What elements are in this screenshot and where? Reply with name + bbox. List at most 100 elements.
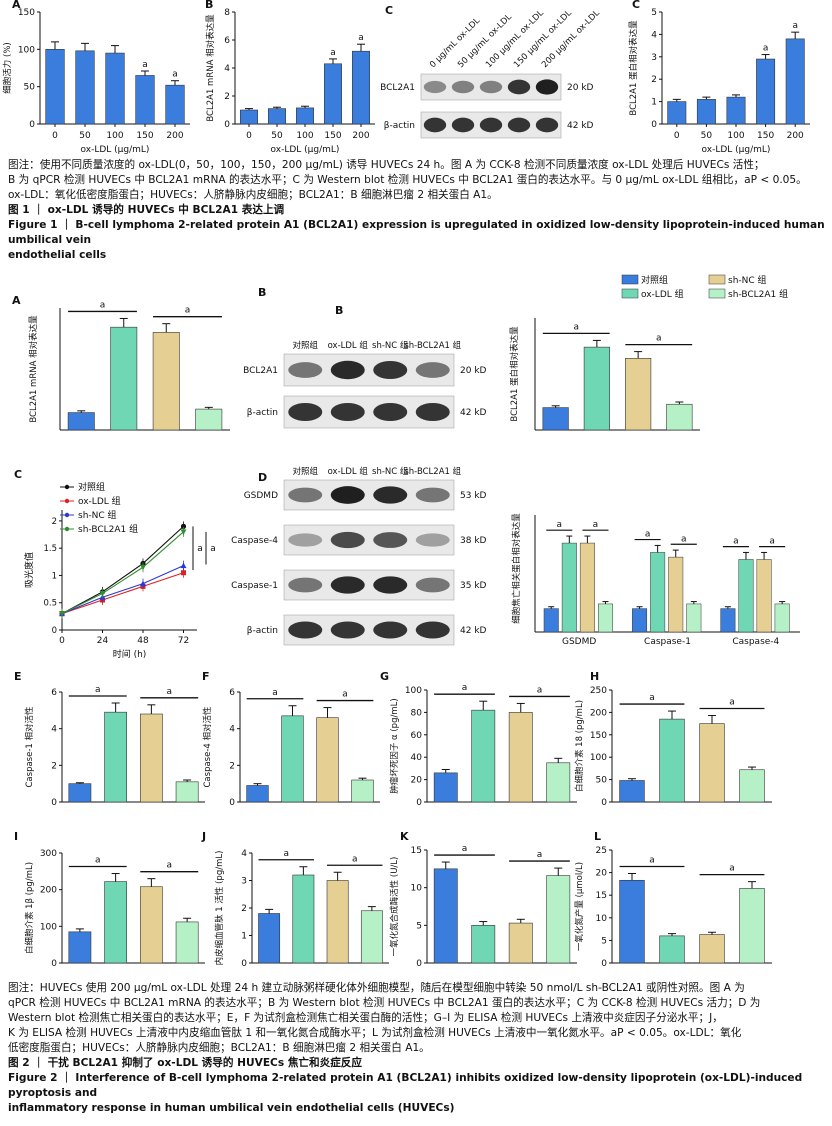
x-tick-label: 0 <box>59 636 65 646</box>
y-tick-label: 300 <box>40 849 57 859</box>
sig-mark: a <box>733 537 739 547</box>
bar <box>659 718 685 803</box>
blot-band <box>415 402 450 422</box>
bar <box>68 783 92 803</box>
x-tick-label: 150 <box>136 131 153 141</box>
bar <box>508 712 533 803</box>
blot-band <box>479 117 503 133</box>
y-tick-label: 5 <box>651 8 657 18</box>
panel-A: 0 50 100 150 0 50 100 150 a 200 a 细胞活力 (%) ox-LDL (μ… <box>2 0 190 155</box>
x-tick-label: GSDMD <box>562 637 596 647</box>
blot-row-label: Caspase-1 <box>231 581 278 591</box>
bar <box>296 107 314 125</box>
figure2-note: 图注：HUVECs 使用 200 μg/mL ox-LDL 处理 24 h 建立… <box>8 981 828 1116</box>
y-tick-label: 4 <box>51 725 57 735</box>
panel-: 0 2 4 6 a a Caspase-4 相对活性 <box>202 688 380 808</box>
sig-mark: a <box>573 322 579 332</box>
sig-mark: a <box>537 850 543 860</box>
y-tick-label: 0 <box>601 798 607 808</box>
sig-mark: a <box>593 520 599 530</box>
blot-band <box>415 362 450 378</box>
y-tick-label: 2 <box>51 761 57 771</box>
data-point <box>180 529 187 535</box>
legend-label: 对照组 <box>78 481 105 493</box>
sig-mark: a <box>166 687 172 697</box>
blot-row-label: BCL2A1 <box>380 83 415 93</box>
legend-marker <box>64 512 70 518</box>
series-line <box>61 565 184 615</box>
blot-band <box>479 80 503 94</box>
legend-swatch <box>708 274 726 285</box>
blot-band <box>373 532 408 548</box>
sig-mark: a <box>283 849 289 859</box>
bar <box>659 935 685 964</box>
panel-letter: C <box>14 468 22 481</box>
bar <box>110 326 138 431</box>
bar <box>292 874 315 964</box>
y-tick-label: 2 <box>651 75 657 85</box>
bar <box>598 603 613 633</box>
bar <box>152 332 180 431</box>
figure1-note-line: ox-LDL：氧化低密度脂蛋白；HUVECs：人脐静脉内皮细胞；BCL2A1：B… <box>8 189 498 201</box>
blot-row-label: β-actin <box>384 121 415 131</box>
y-tick-label: 4 <box>651 30 657 40</box>
bar <box>433 772 458 803</box>
y-axis-title: BCL2A1 mRNA 相对表达量 <box>205 14 216 122</box>
blot-row-label: BCL2A1 <box>243 366 278 376</box>
legend-label: 对照组 <box>641 274 668 286</box>
bar <box>686 603 702 633</box>
bar <box>561 542 577 633</box>
blot-lane-label: sh-BCL2A1 组 <box>404 466 461 477</box>
sig-mark: a <box>792 21 798 31</box>
figure1-note: 图注：使用不同质量浓度的 ox-LDL(0，50，100，150，200 μg/… <box>8 158 828 263</box>
x-tick-label: 72 <box>178 636 189 646</box>
bar <box>135 75 155 125</box>
panel-letter: K <box>400 830 409 843</box>
sig-mark: a <box>142 60 148 70</box>
y-axis-title: 一氧化氮合成酶活性 (U/L) <box>389 857 400 957</box>
bar <box>699 934 725 964</box>
x-tick-label: 100 <box>106 131 123 141</box>
x-tick-label: Caspase-4 <box>732 637 779 647</box>
legend-swatch <box>708 288 726 299</box>
x-tick-label: 48 <box>137 636 149 646</box>
sig-mark: a <box>272 688 278 698</box>
bar <box>774 603 790 633</box>
x-tick-label: 200 <box>787 131 804 141</box>
y-axis-title: 细胞活力 (%) <box>2 42 13 93</box>
panel-: 0 50 100 150 200 250 a a 白细胞介素 18 (pg/mL) <box>574 686 772 808</box>
panel-letter: C <box>385 4 393 17</box>
x-axis-title: ox-LDL (μg/mL) <box>271 145 340 155</box>
sig-mark: a <box>462 844 468 854</box>
y-tick-label: 0 <box>51 798 57 808</box>
blot-lane-label: ox-LDL 组 <box>328 466 369 477</box>
y-tick-label: 3 <box>241 877 247 887</box>
bar <box>542 407 569 431</box>
y-tick-label: 10 <box>411 884 423 894</box>
y-tick-label: 0 <box>416 798 422 808</box>
bar <box>105 52 125 125</box>
figure2-title-en: Figure 2 ｜ Interference of B-cell lympho… <box>8 1072 803 1099</box>
bar <box>583 346 610 431</box>
panel-B: a a BCL2A1 蛋白相对表达量 B <box>335 304 700 431</box>
x-axis-title: ox-LDL (μg/mL) <box>702 145 771 155</box>
legend-label: ox-LDL 组 <box>641 288 684 300</box>
legend: 对照组 ox-LDL 组 sh-NC 组 sh-BCL2A1 组 <box>621 274 788 300</box>
blot-band <box>288 362 323 378</box>
sig-mark: a <box>729 698 735 708</box>
bar <box>546 762 571 803</box>
bar <box>739 888 765 964</box>
sig-mark: a <box>763 44 769 54</box>
bar <box>667 101 687 125</box>
data-point <box>140 564 146 571</box>
y-tick-label: 100 <box>405 686 422 696</box>
bar <box>433 868 458 964</box>
sig-mark: a <box>352 854 358 864</box>
x-tick-label: 24 <box>97 636 109 646</box>
y-tick-label: 2 <box>229 761 235 771</box>
y-tick-label: 3 <box>651 53 657 63</box>
x-tick-label: 0 <box>246 131 252 141</box>
sig-mark: a <box>95 685 101 695</box>
panel-letter: B <box>258 286 266 299</box>
bar <box>619 879 645 964</box>
